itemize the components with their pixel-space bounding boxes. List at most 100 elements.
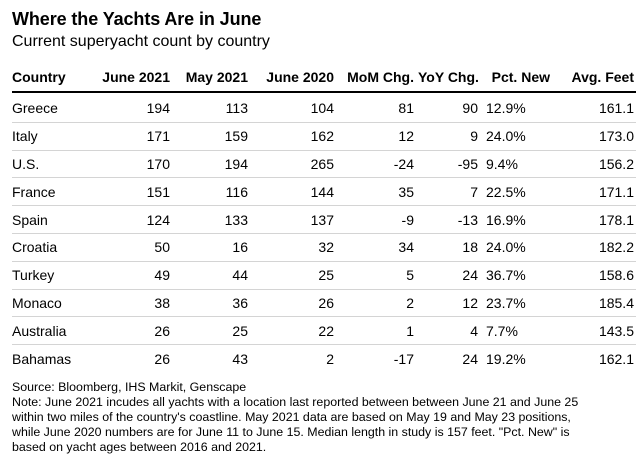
- table-cell: -24: [336, 150, 416, 179]
- column-header: Country: [12, 69, 94, 93]
- table-cell: -95: [416, 150, 480, 179]
- note-line: based on yacht ages between 2016 and 202…: [12, 439, 267, 454]
- table-row: France 151 116 144 35 7 22.5% 171.1: [12, 177, 636, 207]
- country-cell: Italy: [12, 122, 94, 151]
- table-row: Spain 124 133 137 -9 -13 16.9% 178.1: [12, 205, 636, 234]
- table-cell: 178.1: [552, 205, 636, 234]
- table-cell: 2: [336, 289, 416, 318]
- table-cell: -17: [393, 350, 414, 367]
- table-cell: 143.5: [552, 316, 636, 346]
- table-cell: 26: [94, 316, 172, 346]
- table-cell: 26: [250, 289, 336, 318]
- table-cell: 124: [94, 205, 172, 234]
- table-cell: 5: [336, 261, 416, 290]
- table-cell: 35: [336, 177, 416, 207]
- table-row: Italy 171 159 162 12 9 24.0% 173.0: [12, 122, 636, 151]
- table-cell: 144: [250, 177, 336, 207]
- column-header: May 2021: [172, 69, 250, 93]
- table-cell: 12: [336, 122, 416, 151]
- table-cell: 9.4%: [480, 150, 552, 179]
- table-cell: 137: [250, 205, 336, 234]
- country-cell: Bahamas: [12, 350, 72, 367]
- table-cell: 24: [462, 350, 478, 367]
- table-cell: 22: [250, 316, 336, 346]
- table-cell: 171: [94, 122, 172, 151]
- table-header-row: Country June 2021 May 2021 June 2020 MoM Chg…: [12, 69, 636, 93]
- table-cell: 24: [416, 261, 480, 290]
- table-cell: 116: [172, 177, 250, 207]
- table-cell: 133: [172, 205, 250, 234]
- table-cell: 49: [94, 261, 172, 290]
- table-cell: 171.1: [552, 177, 636, 207]
- country-cell: Turkey: [12, 261, 94, 290]
- table-cell: 156.2: [552, 150, 636, 179]
- table-cell: 16.9%: [480, 205, 552, 234]
- table-cell: 265: [250, 150, 336, 179]
- table-cell: -13: [416, 205, 480, 234]
- column-header: June 2020: [250, 69, 336, 93]
- table-body: Greece 194 113 104 81 90 12.9% 161.1 Italy 171 159…: [12, 92, 636, 372]
- table-cell: 194: [172, 150, 250, 179]
- table-cell: 12.9%: [480, 92, 552, 123]
- column-header: Avg. Feet: [552, 69, 636, 93]
- table-cell: 185.4: [552, 289, 636, 318]
- table-cell: 113: [172, 92, 250, 123]
- note-line: within two miles of the country's coastl…: [12, 409, 571, 424]
- table-cell: 81: [336, 92, 416, 123]
- table-row: Australia 26 25 22 1 4 7.7% 143.5: [12, 316, 636, 346]
- source-note: Source: Bloomberg, IHS Markit, Genscape: [12, 379, 247, 394]
- table-cell: 1: [336, 316, 416, 346]
- table-cell: 24.0%: [480, 233, 552, 262]
- table-cell: 194: [94, 92, 172, 123]
- table-cell: 19.2%: [486, 350, 526, 367]
- table-cell: 43: [232, 350, 248, 367]
- table-cell: 25: [172, 316, 250, 346]
- table-cell: 50: [94, 233, 172, 262]
- table-cell: 23.7%: [480, 289, 552, 318]
- country-cell: U.S.: [12, 150, 94, 179]
- country-cell: Australia: [12, 316, 94, 346]
- table-cell: 36.7%: [480, 261, 552, 290]
- table-cell: 34: [336, 233, 416, 262]
- table-cell: 162.1: [598, 350, 634, 367]
- note-line: while June 2020 numbers are for June 11 …: [12, 424, 570, 439]
- footer-notes: Source: Bloomberg, IHS Markit, Genscape …: [12, 380, 632, 455]
- table-cell: 151: [94, 177, 172, 207]
- table-cell: 104: [250, 92, 336, 123]
- country-cell: France: [12, 177, 94, 207]
- table-row: Turkey 49 44 25 5 24 36.7% 158.6: [12, 261, 636, 290]
- column-header: MoM Chg.: [336, 69, 416, 93]
- country-cell: Greece: [12, 92, 94, 123]
- table-cell: 173.0: [552, 122, 636, 151]
- table-cell: 7: [416, 177, 480, 207]
- table-cell: 26: [154, 350, 170, 367]
- table-cell: 161.1: [552, 92, 636, 123]
- table-cell: 32: [250, 233, 336, 262]
- table-row: U.S. 170 194 265 -24 -95 9.4% 156.2: [12, 150, 636, 179]
- table-cell: 18: [416, 233, 480, 262]
- table-cell: 162: [250, 122, 336, 151]
- table-row: Croatia 50 16 32 34 18 24.0% 182.2: [12, 233, 636, 262]
- table-row: Monaco 38 36 26 2 12 23.7% 185.4: [12, 289, 636, 318]
- table-cell: 170: [94, 150, 172, 179]
- table-cell: 38: [94, 289, 172, 318]
- table-cell: 22.5%: [480, 177, 552, 207]
- yacht-table: Country June 2021 May 2021 June 2020 MoM Chg…: [12, 69, 636, 372]
- column-header: YoY Chg.: [416, 69, 480, 93]
- table-row: Bahamas 26 43 2 -17 24 19.2% 162.1: [12, 345, 636, 372]
- table-cell: 4: [416, 316, 480, 346]
- table-cell: 36: [172, 289, 250, 318]
- country-cell: Croatia: [12, 233, 94, 262]
- table-cell: 182.2: [552, 233, 636, 262]
- table-cell: -9: [336, 205, 416, 234]
- table-cell: 158.6: [552, 261, 636, 290]
- country-cell: Spain: [12, 205, 94, 234]
- chart-subtitle: Current superyacht count by country: [12, 33, 270, 50]
- table-cell: 12: [416, 289, 480, 318]
- table-cell: 2: [326, 350, 334, 367]
- country-cell: Monaco: [12, 289, 94, 318]
- table-cell: 24.0%: [480, 122, 552, 151]
- table-cell: 7.7%: [480, 316, 552, 346]
- table-cell: 25: [250, 261, 336, 290]
